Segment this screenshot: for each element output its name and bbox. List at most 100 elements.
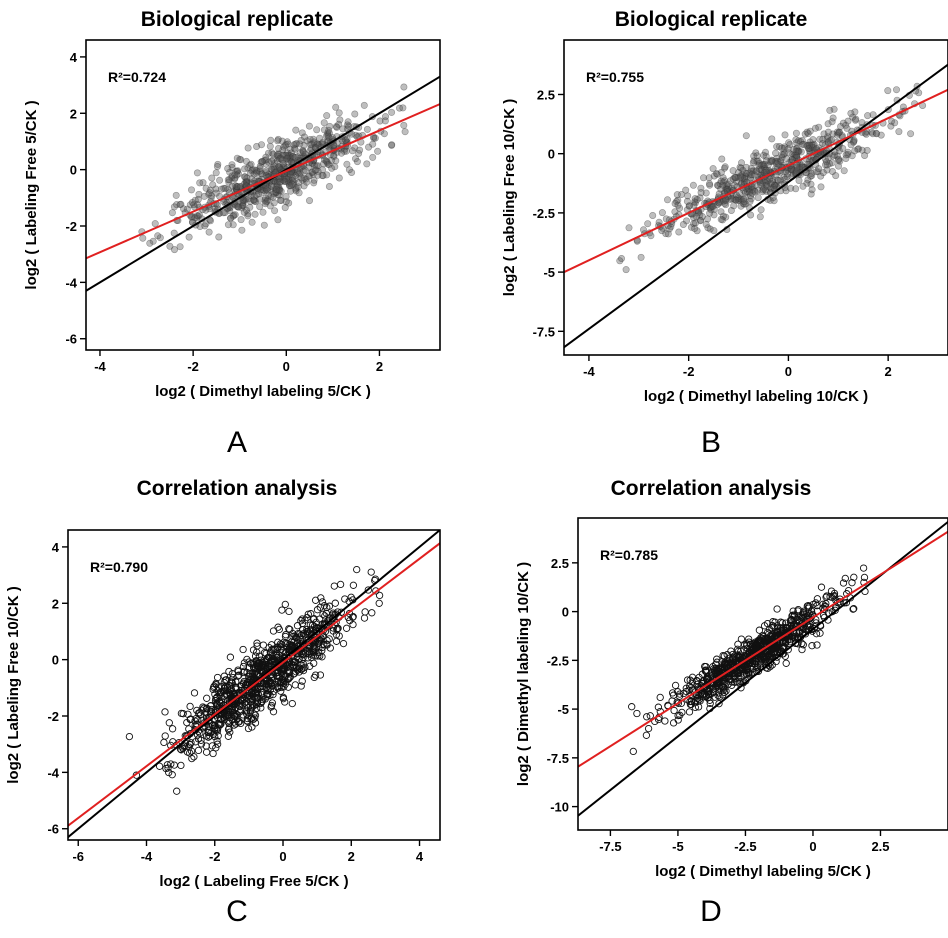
data-point xyxy=(213,163,221,171)
data-point xyxy=(199,179,207,187)
data-point xyxy=(301,166,309,174)
data-point xyxy=(348,147,356,155)
data-point xyxy=(752,149,760,157)
y-tick-label: 4 xyxy=(70,50,78,65)
data-point xyxy=(834,156,842,164)
data-point xyxy=(196,223,204,231)
data-point xyxy=(734,196,742,204)
data-point xyxy=(229,212,237,220)
data-point xyxy=(832,172,840,180)
data-point xyxy=(190,201,198,209)
data-point xyxy=(265,170,273,178)
data-point xyxy=(330,153,338,161)
data-point xyxy=(702,220,710,228)
data-point xyxy=(225,682,233,690)
data-point xyxy=(649,212,657,220)
data-point xyxy=(783,155,791,163)
data-point xyxy=(823,161,831,169)
data-point xyxy=(719,651,727,660)
data-point xyxy=(274,152,282,160)
data-point xyxy=(237,216,245,224)
data-point xyxy=(242,178,250,186)
data-point xyxy=(697,184,705,192)
data-point xyxy=(849,113,857,121)
data-point xyxy=(829,114,837,122)
data-point xyxy=(794,147,802,155)
data-point xyxy=(807,180,815,188)
data-point xyxy=(341,136,349,144)
r-squared-annotation: R²=0.790 xyxy=(90,559,148,575)
data-point xyxy=(732,196,740,204)
data-point xyxy=(277,665,285,673)
data-point xyxy=(756,165,764,173)
data-point xyxy=(315,141,323,149)
plot-frame xyxy=(85,39,441,351)
data-point xyxy=(834,162,842,170)
data-point xyxy=(277,683,285,692)
scatter-chart-c: -6 -4 -2 0 2 4 -6 -4 -2 0 2 4 log2 ( Labeling Free 5… xyxy=(5,529,441,890)
data-point xyxy=(250,192,258,200)
data-point xyxy=(829,152,837,160)
data-point xyxy=(309,170,317,178)
data-point xyxy=(239,199,247,207)
data-point xyxy=(374,147,382,155)
data-point xyxy=(249,663,258,672)
data-point xyxy=(799,628,807,636)
data-point xyxy=(257,656,265,664)
data-point xyxy=(770,197,778,205)
data-point xyxy=(842,121,850,129)
data-point xyxy=(745,185,753,193)
data-point xyxy=(292,187,300,195)
data-point xyxy=(254,686,262,694)
data-point xyxy=(369,153,377,161)
data-point xyxy=(253,639,261,647)
data-point xyxy=(304,654,312,662)
data-point xyxy=(760,185,768,193)
data-point xyxy=(792,136,800,144)
data-point xyxy=(170,203,178,211)
data-point xyxy=(830,105,838,113)
data-point xyxy=(310,138,318,146)
y-tick-label: 0 xyxy=(52,653,59,668)
fit-line xyxy=(68,541,440,828)
data-point xyxy=(230,701,239,709)
data-point xyxy=(274,137,282,145)
data-point xyxy=(813,641,821,649)
data-point xyxy=(727,207,735,215)
data-point xyxy=(206,732,214,740)
fit-line xyxy=(578,530,948,768)
x-tick-label: 2 xyxy=(376,359,383,374)
data-point xyxy=(191,214,199,222)
data-point xyxy=(642,731,651,739)
data-point xyxy=(188,186,196,194)
data-point xyxy=(748,189,756,197)
data-point xyxy=(355,150,363,158)
data-point xyxy=(716,180,724,188)
data-point xyxy=(791,151,799,159)
data-point xyxy=(233,202,241,210)
scatter-chart-a: -4 -2 0 2 -6 -4 -2 0 2 4 log2 ( Dimethyl labeling … xyxy=(23,39,441,400)
data-point xyxy=(285,174,293,182)
data-point xyxy=(280,162,288,170)
data-point xyxy=(729,175,737,183)
data-point xyxy=(261,196,269,204)
data-point xyxy=(731,173,739,181)
data-point xyxy=(820,605,829,614)
data-point xyxy=(719,174,727,182)
data-point xyxy=(764,161,772,169)
data-point xyxy=(658,209,666,217)
data-point xyxy=(221,184,229,192)
data-point xyxy=(289,153,297,161)
data-point xyxy=(331,599,339,607)
data-point xyxy=(249,166,257,174)
data-point xyxy=(208,192,216,200)
data-point xyxy=(688,673,697,681)
data-point xyxy=(738,174,746,182)
data-point xyxy=(180,205,188,213)
data-point xyxy=(282,152,290,160)
data-point xyxy=(689,181,697,189)
data-point xyxy=(709,202,717,210)
data-point xyxy=(356,146,364,154)
data-point xyxy=(306,662,314,670)
data-point xyxy=(252,169,260,177)
